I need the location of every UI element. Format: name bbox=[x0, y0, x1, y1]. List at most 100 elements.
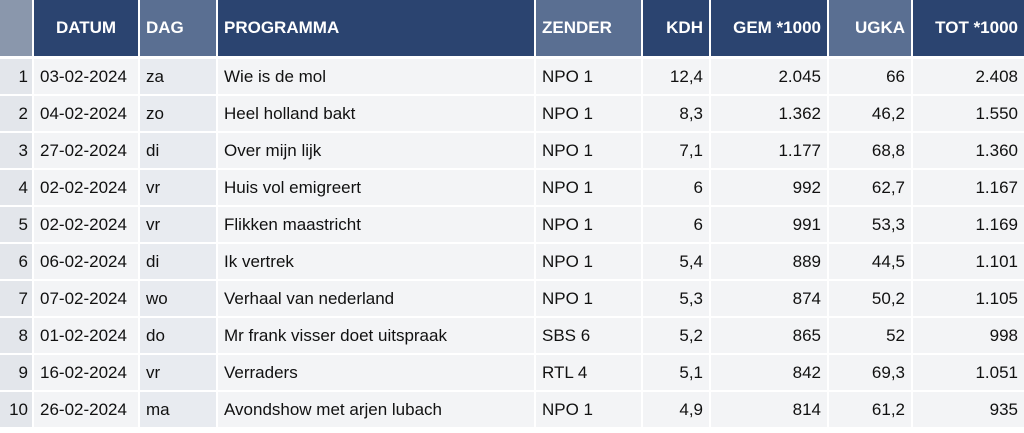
cell-zender: NPO 1 bbox=[534, 207, 641, 244]
row-index: 10 bbox=[0, 392, 32, 429]
cell-datum: 06-02-2024 bbox=[32, 244, 138, 281]
table-row[interactable]: 2 04-02-2024 zo Heel holland bakt NPO 1 8,3 1.… bbox=[0, 96, 1024, 133]
table-row[interactable]: 4 02-02-2024 vr Huis vol emigreert NPO 1 6 992… bbox=[0, 170, 1024, 207]
cell-zender: NPO 1 bbox=[534, 56, 641, 96]
header-zender[interactable]: ZENDER bbox=[534, 0, 641, 56]
cell-ugka: 44,5 bbox=[827, 244, 911, 281]
header-ugka[interactable]: UGKA bbox=[827, 0, 911, 56]
cell-dag: do bbox=[138, 318, 216, 355]
cell-zender: NPO 1 bbox=[534, 96, 641, 133]
table-row[interactable]: 1 03-02-2024 za Wie is de mol NPO 1 12,4 2.045… bbox=[0, 56, 1024, 96]
cell-dag: zo bbox=[138, 96, 216, 133]
cell-dag: di bbox=[138, 133, 216, 170]
cell-dag: di bbox=[138, 244, 216, 281]
table-row[interactable]: 3 27-02-2024 di Over mijn lijk NPO 1 7,1 1.177… bbox=[0, 133, 1024, 170]
cell-tot: 1.550 bbox=[911, 96, 1024, 133]
cell-kdh: 12,4 bbox=[641, 56, 709, 96]
cell-ugka: 50,2 bbox=[827, 281, 911, 318]
cell-ugka: 62,7 bbox=[827, 170, 911, 207]
table-row[interactable]: 9 16-02-2024 vr Verraders RTL 4 5,1 842 69,3 1.0… bbox=[0, 355, 1024, 392]
cell-tot: 1.105 bbox=[911, 281, 1024, 318]
cell-ugka: 61,2 bbox=[827, 392, 911, 429]
cell-ugka: 68,8 bbox=[827, 133, 911, 170]
cell-ugka: 69,3 bbox=[827, 355, 911, 392]
cell-zender: SBS 6 bbox=[534, 318, 641, 355]
cell-zender: NPO 1 bbox=[534, 244, 641, 281]
header-row: DATUM DAG PROGRAMMA ZENDER KDH GEM *1000… bbox=[0, 0, 1024, 56]
cell-kdh: 5,2 bbox=[641, 318, 709, 355]
cell-tot: 998 bbox=[911, 318, 1024, 355]
cell-datum: 07-02-2024 bbox=[32, 281, 138, 318]
cell-tot: 935 bbox=[911, 392, 1024, 429]
header-dag[interactable]: DAG bbox=[138, 0, 216, 56]
cell-programma: Ik vertrek bbox=[216, 244, 534, 281]
cell-programma: Verraders bbox=[216, 355, 534, 392]
table-row[interactable]: 6 06-02-2024 di Ik vertrek NPO 1 5,4 889 44,5 1.… bbox=[0, 244, 1024, 281]
cell-tot: 2.408 bbox=[911, 56, 1024, 96]
cell-datum: 02-02-2024 bbox=[32, 170, 138, 207]
cell-dag: vr bbox=[138, 207, 216, 244]
cell-kdh: 6 bbox=[641, 170, 709, 207]
cell-tot: 1.167 bbox=[911, 170, 1024, 207]
cell-gem: 889 bbox=[709, 244, 827, 281]
row-index: 5 bbox=[0, 207, 32, 244]
cell-gem: 874 bbox=[709, 281, 827, 318]
cell-dag: wo bbox=[138, 281, 216, 318]
row-index: 6 bbox=[0, 244, 32, 281]
cell-programma: Verhaal van nederland bbox=[216, 281, 534, 318]
cell-datum: 02-02-2024 bbox=[32, 207, 138, 244]
cell-gem: 1.177 bbox=[709, 133, 827, 170]
cell-programma: Avondshow met arjen lubach bbox=[216, 392, 534, 429]
header-datum[interactable]: DATUM bbox=[32, 0, 138, 56]
cell-datum: 04-02-2024 bbox=[32, 96, 138, 133]
cell-kdh: 5,1 bbox=[641, 355, 709, 392]
cell-zender: NPO 1 bbox=[534, 133, 641, 170]
cell-gem: 814 bbox=[709, 392, 827, 429]
cell-dag: ma bbox=[138, 392, 216, 429]
cell-tot: 1.051 bbox=[911, 355, 1024, 392]
cell-zender: NPO 1 bbox=[534, 281, 641, 318]
row-index: 4 bbox=[0, 170, 32, 207]
table-row[interactable]: 10 26-02-2024 ma Avondshow met arjen lubach… bbox=[0, 392, 1024, 429]
row-index: 2 bbox=[0, 96, 32, 133]
cell-kdh: 4,9 bbox=[641, 392, 709, 429]
header-programma[interactable]: PROGRAMMA bbox=[216, 0, 534, 56]
cell-datum: 26-02-2024 bbox=[32, 392, 138, 429]
row-index: 7 bbox=[0, 281, 32, 318]
cell-ugka: 46,2 bbox=[827, 96, 911, 133]
table-row[interactable]: 5 02-02-2024 vr Flikken maastricht NPO 1 6 991… bbox=[0, 207, 1024, 244]
cell-datum: 03-02-2024 bbox=[32, 56, 138, 96]
cell-dag: vr bbox=[138, 170, 216, 207]
cell-programma: Mr frank visser doet uitspraak bbox=[216, 318, 534, 355]
cell-tot: 1.360 bbox=[911, 133, 1024, 170]
header-index bbox=[0, 0, 32, 56]
table-row[interactable]: 8 01-02-2024 do Mr frank visser doet uitspr… bbox=[0, 318, 1024, 355]
header-kdh[interactable]: KDH bbox=[641, 0, 709, 56]
cell-kdh: 5,3 bbox=[641, 281, 709, 318]
cell-gem: 1.362 bbox=[709, 96, 827, 133]
cell-datum: 27-02-2024 bbox=[32, 133, 138, 170]
cell-zender: NPO 1 bbox=[534, 392, 641, 429]
row-index: 9 bbox=[0, 355, 32, 392]
cell-programma: Huis vol emigreert bbox=[216, 170, 534, 207]
cell-kdh: 7,1 bbox=[641, 133, 709, 170]
header-tot[interactable]: TOT *1000 bbox=[911, 0, 1024, 56]
cell-zender: RTL 4 bbox=[534, 355, 641, 392]
cell-dag: za bbox=[138, 56, 216, 96]
cell-programma: Flikken maastricht bbox=[216, 207, 534, 244]
cell-programma: Heel holland bakt bbox=[216, 96, 534, 133]
header-gem[interactable]: GEM *1000 bbox=[709, 0, 827, 56]
cell-ugka: 66 bbox=[827, 56, 911, 96]
cell-tot: 1.169 bbox=[911, 207, 1024, 244]
cell-kdh: 6 bbox=[641, 207, 709, 244]
cell-gem: 2.045 bbox=[709, 56, 827, 96]
cell-datum: 01-02-2024 bbox=[32, 318, 138, 355]
row-index: 8 bbox=[0, 318, 32, 355]
row-index: 3 bbox=[0, 133, 32, 170]
cell-gem: 842 bbox=[709, 355, 827, 392]
cell-kdh: 5,4 bbox=[641, 244, 709, 281]
cell-programma: Wie is de mol bbox=[216, 56, 534, 96]
cell-ugka: 52 bbox=[827, 318, 911, 355]
